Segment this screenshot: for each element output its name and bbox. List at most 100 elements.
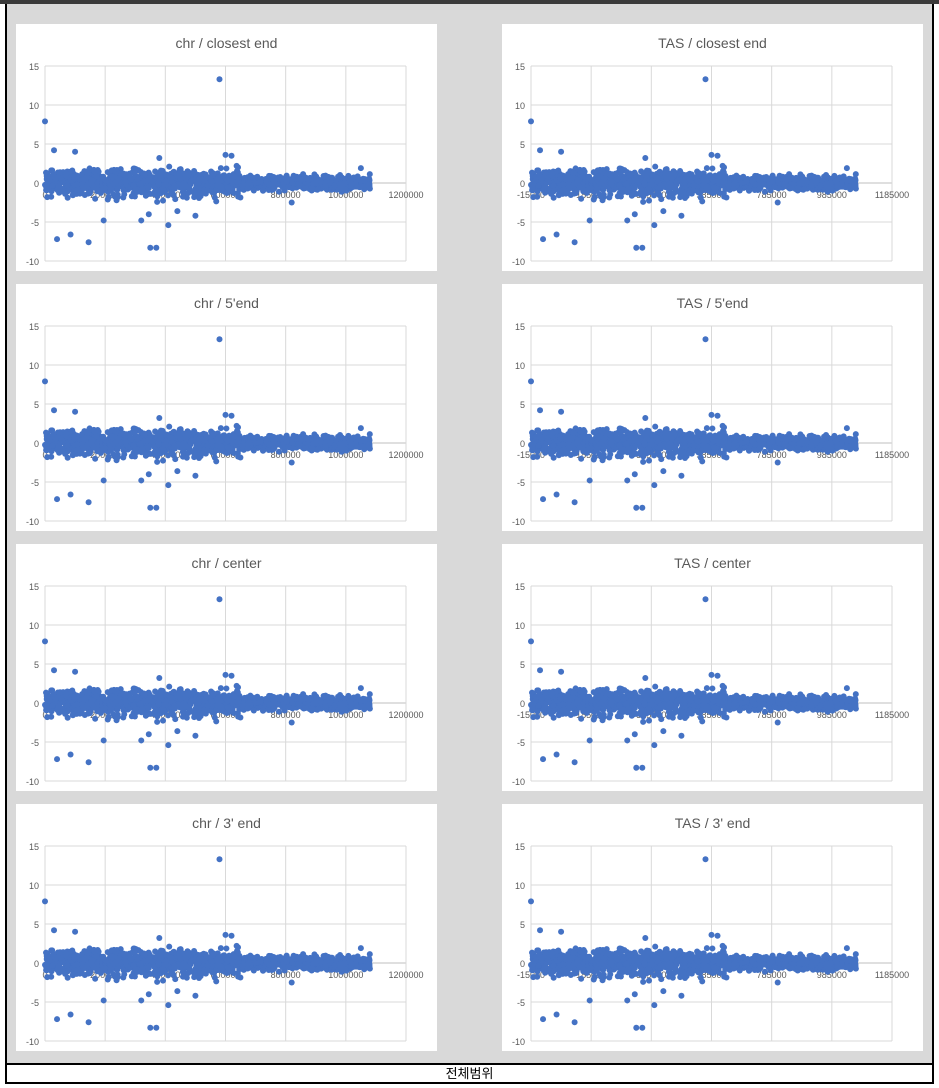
data-point-outlier (558, 148, 565, 155)
data-point (217, 165, 224, 172)
data-point (79, 184, 86, 191)
data-point-outlier (147, 504, 154, 511)
data-point (230, 190, 237, 197)
data-point (241, 174, 248, 181)
data-point-outlier (156, 415, 163, 422)
data-point-outlier (288, 199, 295, 206)
y-tick-label: 5 (520, 400, 525, 410)
data-point (139, 446, 146, 453)
data-point (365, 441, 372, 448)
data-point-outlier (165, 482, 172, 489)
data-point (557, 175, 564, 182)
data-point (696, 170, 703, 177)
data-point (237, 194, 244, 201)
data-point (146, 190, 153, 197)
data-point (601, 175, 608, 182)
x-tick-label: 800000 (271, 190, 301, 200)
data-point (143, 437, 150, 444)
data-point (726, 182, 733, 189)
data-point (154, 453, 161, 460)
data-point (746, 187, 753, 194)
chart-tas-5end[interactable]: TAS / 5'end-10-5051015-15000185000385000… (502, 284, 923, 531)
data-point (88, 179, 95, 186)
data-point (775, 185, 782, 192)
data-point (203, 434, 210, 441)
data-point-outlier (631, 211, 638, 218)
data-point (154, 193, 161, 200)
data-point (572, 190, 579, 197)
y-tick-label: -5 (31, 478, 39, 488)
data-point (538, 175, 545, 182)
data-point (289, 185, 296, 192)
data-point (120, 194, 127, 201)
data-point (131, 453, 138, 460)
data-point (591, 194, 598, 201)
data-point-outlier (67, 231, 74, 238)
data-point (233, 422, 240, 429)
data-point (800, 186, 807, 193)
data-point-outlier (156, 155, 163, 162)
data-point (811, 173, 818, 180)
data-point (555, 191, 562, 198)
y-tick-label: 15 (515, 62, 525, 72)
x-tick-label: 200000 (90, 450, 120, 460)
data-point (101, 445, 108, 452)
data-point (224, 177, 231, 184)
data-point (275, 188, 282, 195)
data-point (97, 449, 104, 456)
x-tick-label: 985000 (817, 190, 847, 200)
data-point (817, 182, 824, 189)
data-point (154, 198, 161, 205)
data-point (216, 434, 223, 441)
data-point (331, 182, 338, 189)
chart-svg: chr / closest end-10-5051015020000040000… (26, 35, 424, 267)
data-point (331, 442, 338, 449)
data-point (107, 446, 114, 453)
data-point (800, 177, 807, 184)
y-tick-label: 5 (34, 400, 39, 410)
x-tick-label: 1185000 (875, 450, 909, 460)
data-point (365, 181, 372, 188)
data-point (827, 179, 834, 186)
data-point (225, 184, 232, 191)
data-point (160, 197, 167, 204)
data-point (115, 435, 122, 442)
data-point (81, 192, 88, 199)
data-point (782, 183, 789, 190)
data-point (596, 166, 603, 173)
data-point (296, 443, 303, 450)
data-point (166, 163, 173, 170)
data-point (224, 437, 231, 444)
data-point-outlier (72, 408, 79, 415)
chart-chr-closest[interactable]: chr / closest end-10-5051015020000040000… (16, 24, 437, 271)
data-point (641, 181, 648, 188)
chart-tas-closest[interactable]: TAS / closest end -10 -5 0 5 10 15 -15000 185000… (502, 24, 923, 271)
data-point-outlier (714, 152, 721, 159)
data-point (297, 436, 304, 443)
data-point (534, 193, 541, 200)
y-tick-label: 5 (520, 140, 525, 150)
data-point (704, 183, 711, 190)
chart-svg: TAS / 5'end-10-5051015-15000185000385000… (512, 295, 909, 527)
data-point (720, 169, 727, 176)
data-points (528, 76, 859, 251)
chart-chr-5end[interactable]: chr / 5'end-10-5051015020000040000060000… (16, 284, 437, 531)
data-point (84, 429, 91, 436)
data-point (289, 177, 296, 184)
data-point (632, 190, 639, 197)
data-point (244, 185, 251, 192)
data-point (289, 437, 296, 444)
data-point (240, 442, 247, 449)
data-point (104, 169, 111, 176)
data-point-outlier (147, 244, 154, 251)
x-tick-label: 785000 (757, 450, 787, 460)
data-point (791, 176, 798, 183)
data-point (583, 189, 590, 196)
data-point (81, 452, 88, 459)
data-point (699, 198, 706, 205)
data-point (341, 439, 348, 446)
data-point (44, 441, 51, 448)
data-point (305, 176, 312, 183)
data-point (113, 457, 120, 464)
data-point (155, 441, 162, 448)
